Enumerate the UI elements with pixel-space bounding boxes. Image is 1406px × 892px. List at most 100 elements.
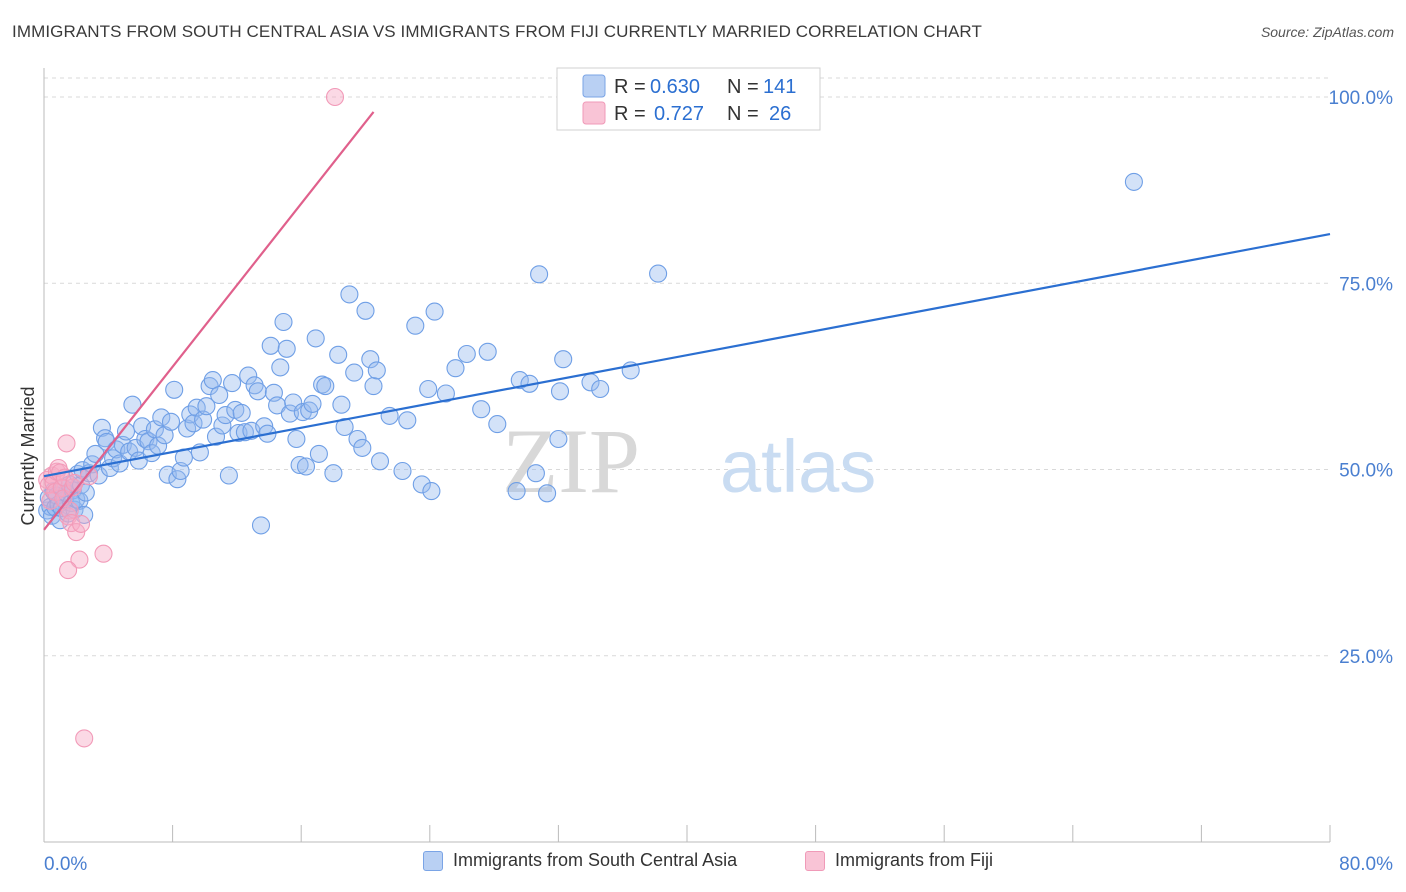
scatter-point-south-central-asia [165, 380, 184, 399]
legend-n-label: N = [727, 103, 759, 125]
legend-row-blue: R = 0.630 N = 141 [582, 74, 796, 98]
scatter-point-south-central-asia [203, 371, 222, 390]
zipatlas-watermark: ZIP atlas [502, 410, 876, 512]
scatter-point-fiji [325, 87, 345, 107]
scatter-point-south-central-asia [393, 461, 412, 481]
scatter-point-fiji [79, 467, 99, 486]
scatter-point-south-central-asia [92, 418, 111, 437]
y-axis-label: Currently Married [18, 386, 38, 525]
scatter-point-south-central-asia [526, 464, 545, 483]
trend-line-south-central-asia [43, 232, 1331, 478]
legend-r-value: 0.630 [650, 76, 700, 98]
scatter-point-south-central-asia [1124, 172, 1143, 191]
scatter-point-south-central-asia [284, 393, 303, 412]
scatter-point-south-central-asia [356, 301, 375, 320]
scatter-point-south-central-asia [649, 264, 668, 283]
watermark-zip: ZIP [502, 410, 640, 512]
scatter-point-south-central-asia [139, 432, 158, 451]
scatter-point-south-central-asia [436, 384, 455, 403]
watermark-atlas: atlas [720, 425, 876, 508]
scatter-point-south-central-asia [313, 375, 332, 394]
scatter-point-south-central-asia [232, 403, 251, 422]
scatter-point-south-central-asia [184, 414, 203, 433]
scatter-point-south-central-asia [123, 395, 142, 414]
scatter-point-south-central-asia [488, 415, 507, 434]
bottom-legend: Immigrants from South Central Asia Immig… [0, 850, 1406, 878]
y-tick-label: 25.0% [1339, 647, 1393, 668]
legend-n-value: 26 [769, 103, 791, 125]
scatter-point-fiji [59, 561, 78, 580]
bottom-legend-item-fiji: Immigrants from Fiji [805, 850, 993, 871]
scatter-point-south-central-asia [554, 350, 573, 369]
scatter-point-south-central-asia [591, 379, 610, 399]
scatter-point-south-central-asia [210, 385, 229, 405]
scatter-point-south-central-asia [550, 382, 570, 401]
scatter-point-south-central-asia [309, 444, 328, 463]
scatter-point-south-central-asia [425, 302, 444, 321]
scatter-point-south-central-asia [296, 457, 316, 476]
scatter-point-south-central-asia [446, 359, 465, 378]
scatter-point-south-central-asia [187, 398, 206, 417]
scatter-point-south-central-asia [280, 404, 299, 423]
y-tick-label: 100.0% [1329, 88, 1394, 109]
scatter-point-south-central-asia [510, 371, 529, 390]
legend-r-label: R = [614, 76, 646, 98]
scatter-point-south-central-asia [412, 475, 431, 494]
scatter-point-south-central-asia [457, 344, 476, 364]
trend-lines [43, 111, 1331, 531]
y-tick-label: 75.0% [1339, 274, 1393, 295]
scatter-point-south-central-asia [306, 329, 325, 348]
scatter-point-south-central-asia [353, 438, 372, 457]
x-tick-label: 0.0% [44, 854, 87, 875]
scatter-point-south-central-asia [370, 452, 390, 471]
scatter-point-fiji [57, 434, 76, 453]
scatter-point-south-central-asia [219, 466, 238, 485]
scatter-point-south-central-asia [216, 406, 235, 425]
scatter-point-south-central-asia [530, 265, 549, 284]
scatter-point-fiji [62, 514, 81, 533]
scatter-point-south-central-asia [213, 416, 232, 435]
legend-row-pink: R = 0.727 N = 26 [582, 101, 791, 125]
scatter-point-south-central-asia [472, 400, 491, 419]
scatter-point-south-central-asia [507, 482, 526, 501]
scatter-point-south-central-asia [223, 374, 242, 393]
scatter-point-south-central-asia [274, 312, 293, 332]
scatter-point-south-central-asia [152, 408, 171, 427]
scatter-point-south-central-asia [348, 429, 367, 449]
scatter-point-south-central-asia [345, 363, 364, 382]
scatter-point-south-central-asia [271, 358, 290, 377]
scatter-point-south-central-asia [316, 377, 335, 396]
legend-n-value: 141 [763, 76, 796, 98]
scatter-point-south-central-asia [161, 412, 181, 431]
scatter-point-south-central-asia [239, 366, 258, 385]
grid-lines [44, 77, 1330, 657]
scatter-point-south-central-asia [324, 464, 343, 483]
scatter-point-south-central-asia [364, 377, 383, 396]
legend-n-label: N = [727, 76, 759, 98]
x-tick-label: 80.0% [1339, 854, 1393, 875]
legend-swatch-pink [805, 850, 825, 871]
scatter-point-south-central-asia [290, 455, 309, 475]
series-south-central-asia-points [38, 172, 1143, 535]
series-fiji-points [38, 87, 345, 748]
scatter-point-south-central-asia [478, 342, 497, 361]
x-tick-labels: 0.0% 80.0% [44, 854, 1393, 875]
legend-r-value: 0.727 [654, 103, 704, 125]
bottom-legend-item-south-central-asia: Immigrants from South Central Asia [423, 850, 737, 871]
scatter-point-south-central-asia [329, 345, 348, 364]
scatter-point-south-central-asia [248, 382, 267, 401]
scatter-point-south-central-asia [367, 361, 386, 380]
scatter-point-south-central-asia [422, 482, 441, 501]
legend-swatch-pink [582, 101, 606, 125]
scatter-point-south-central-asia [235, 423, 254, 442]
scatter-point-south-central-asia [116, 422, 136, 441]
legend-swatch-blue [423, 850, 443, 871]
y-tick-label: 50.0% [1339, 461, 1393, 482]
scatter-point-south-central-asia [303, 394, 322, 413]
scatter-point-south-central-asia [287, 429, 306, 449]
scatter-point-south-central-asia [194, 410, 213, 429]
scatter-point-south-central-asia [419, 379, 438, 399]
scatter-point-fiji [70, 550, 89, 569]
legend-swatch-blue [582, 74, 606, 98]
